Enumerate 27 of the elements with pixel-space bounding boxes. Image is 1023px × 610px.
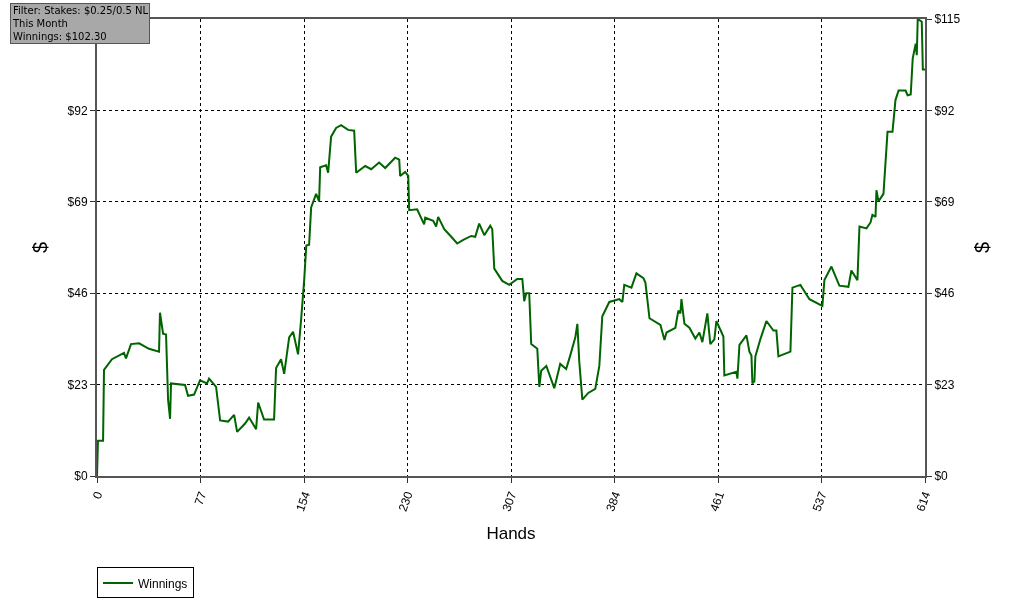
y2-axis-title: $ <box>970 241 993 254</box>
x-tick-label: 154 <box>293 489 314 514</box>
y2-tick-label: $69 <box>934 195 955 209</box>
y2-tick-label: $115 <box>934 12 961 27</box>
y-tick-label: $69 <box>67 195 88 209</box>
text: Filter: Stakes: $0.25/0.5 NL <box>13 5 149 16</box>
y-tick-label: $92 <box>67 103 88 118</box>
x-tick-label: 461 <box>707 489 728 514</box>
y-axis-title: $ <box>28 241 51 254</box>
y2-tick-label: $92 <box>934 103 955 118</box>
y-tick-label: $23 <box>67 377 88 392</box>
x-tick-label: 230 <box>395 489 416 514</box>
x-axis-title: Hands <box>486 524 536 544</box>
x-tick-label: 0 <box>90 489 106 501</box>
y-tick-label: $0 <box>74 469 88 484</box>
y2-tick-label: $23 <box>934 377 955 392</box>
y-tick-label: $46 <box>67 286 88 301</box>
x-tick-label: 537 <box>809 489 830 514</box>
text: This Month <box>12 18 68 29</box>
x-tick-label: 384 <box>603 489 624 514</box>
y2-tick-label: $46 <box>934 286 955 301</box>
x-tick-label: 77 <box>191 489 210 508</box>
x-tick-label: 614 <box>913 489 934 514</box>
legend-label: Winnings <box>138 576 188 591</box>
x-tick-label: 307 <box>499 489 520 514</box>
annotation: Winnings: $102.30 <box>13 31 107 42</box>
y2-tick-label: $0 <box>934 469 949 484</box>
